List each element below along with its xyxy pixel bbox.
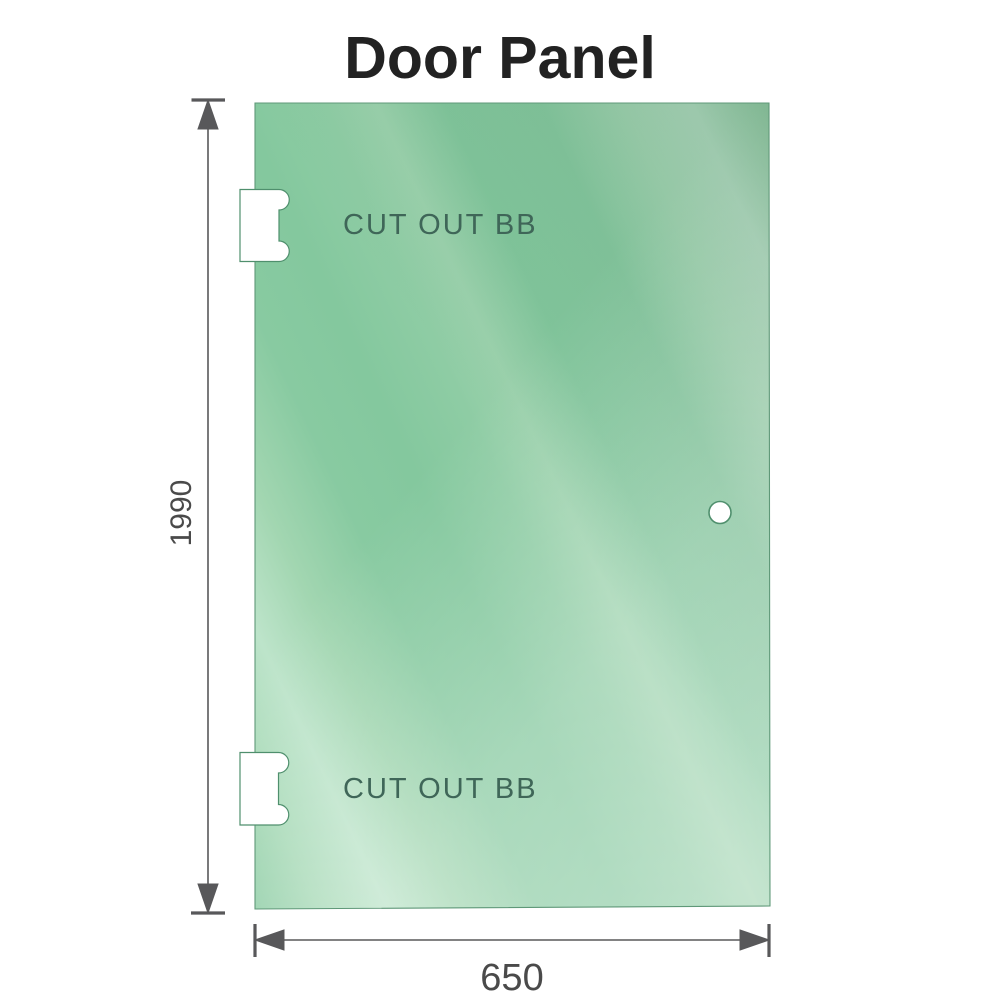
svg-text:CUT OUT BB: CUT OUT BB <box>343 209 538 241</box>
svg-text:Door Panel: Door Panel <box>344 25 655 91</box>
svg-text:CUT OUT BB: CUT OUT BB <box>343 773 538 805</box>
svg-text:650: 650 <box>480 957 543 999</box>
svg-text:1990: 1990 <box>165 480 198 547</box>
